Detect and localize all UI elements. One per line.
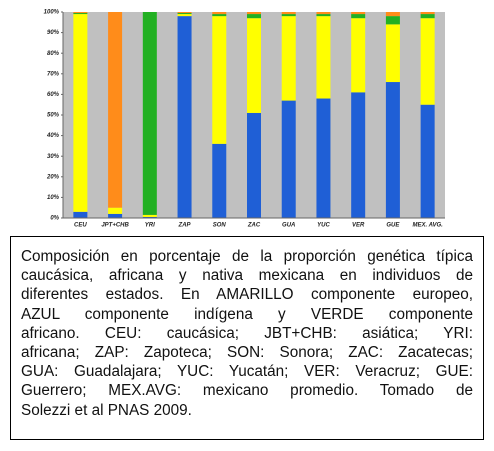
x-tick-label: JPT+CHB — [101, 223, 129, 229]
x-tick-label: GUA — [282, 223, 295, 229]
bar-segment — [420, 14, 435, 19]
x-tick-label: GUE — [386, 223, 400, 229]
bar-segment — [212, 16, 227, 144]
bar-segment — [73, 12, 88, 14]
caption-line: AZUL componente indígena y VERDE compone… — [21, 305, 473, 323]
x-tick-label: ZAC — [247, 223, 261, 229]
caption: Composición en porcentaje de la proporci… — [10, 236, 484, 440]
bar-segment — [385, 24, 400, 83]
bar-segment — [212, 143, 227, 218]
y-tick-label: 50% — [47, 113, 60, 119]
y-tick-label: 40% — [46, 133, 60, 139]
bar-segment — [212, 12, 227, 15]
bar-segment — [212, 14, 227, 17]
y-tick-label: 70% — [47, 71, 60, 77]
chart: 0% 10% 20% 30% 40% 50% 60% 70% 80% 90% 100% CEU JPT+… — [44, 10, 445, 229]
caption-line: africana; ZAP: Zapoteca; SON: Sonora; ZA… — [21, 344, 473, 362]
bar-segment — [73, 211, 88, 218]
x-tick-label: ZAP — [178, 223, 192, 229]
bar-segment — [247, 12, 261, 15]
y-tick-label: 0% — [50, 216, 59, 222]
bar-segment — [177, 13, 192, 15]
caption-line: africano. CEU: caucásica; JBT+CHB: asiát… — [21, 324, 473, 342]
bar-segment — [247, 18, 261, 113]
bar-segment — [316, 16, 331, 99]
bar-segment — [385, 16, 400, 25]
bar-segment — [385, 82, 400, 218]
bar-segment — [281, 100, 296, 218]
bar-segment — [316, 98, 331, 218]
caption-line: Solezzi et al PNAS 2009. — [21, 401, 192, 419]
bar-segment — [73, 14, 88, 212]
bar-segment — [247, 14, 261, 19]
bar-segment — [142, 216, 157, 218]
y-tick-label: 10% — [47, 195, 60, 201]
bar-segment — [177, 14, 192, 17]
bar-segment — [177, 12, 192, 14]
bar-segment — [281, 14, 296, 17]
x-tick-label: YUC — [317, 223, 330, 229]
bar-segment — [142, 12, 157, 215]
caption-line: Guerrero; MEX.AVG: mexicano promedio. To… — [21, 382, 473, 400]
x-tick-label: CEU — [74, 223, 87, 229]
caption-line: GUA: Guadalajara; YUC: Yucatán; VER: Ver… — [21, 363, 473, 381]
caption-line: diferentes estados. En AMARILLO componen… — [21, 286, 473, 304]
bar-segment — [108, 207, 123, 214]
bar-segment — [142, 214, 157, 217]
x-tick-label: YRI — [145, 223, 155, 229]
bar-segment — [316, 14, 331, 17]
bar-segment — [420, 18, 435, 105]
caption-line: caucásica, africana y nativa mexicana en… — [21, 267, 473, 285]
y-tick-label: 100% — [44, 10, 60, 16]
bar-segment — [108, 12, 123, 208]
x-tick-label: VER — [352, 223, 365, 229]
bar-segment — [420, 12, 435, 15]
bar-segment — [316, 12, 331, 15]
bar-segment — [247, 112, 261, 218]
bar-segment — [420, 104, 435, 218]
y-tick-label: 90% — [47, 30, 60, 36]
y-tick-label: 80% — [47, 51, 60, 57]
bar-segment — [351, 14, 366, 19]
bar-segment — [351, 92, 366, 218]
y-tick-label: 30% — [47, 154, 60, 160]
caption-line: Composición en porcentaje de la proporci… — [21, 248, 473, 265]
y-tick-label: 20% — [46, 174, 60, 180]
x-tick-label: SON — [213, 223, 227, 229]
y-tick-label: 60% — [47, 92, 60, 98]
bar-segment — [351, 18, 366, 93]
bar-segment — [385, 12, 400, 17]
bar-segment — [177, 16, 192, 219]
bar-segment — [351, 12, 366, 15]
x-tick-label: MEX. AVG. — [412, 223, 443, 229]
bar-segment — [281, 16, 296, 101]
bar-segment — [281, 12, 296, 15]
bar-segment — [108, 213, 123, 218]
bar-segment — [73, 13, 88, 15]
